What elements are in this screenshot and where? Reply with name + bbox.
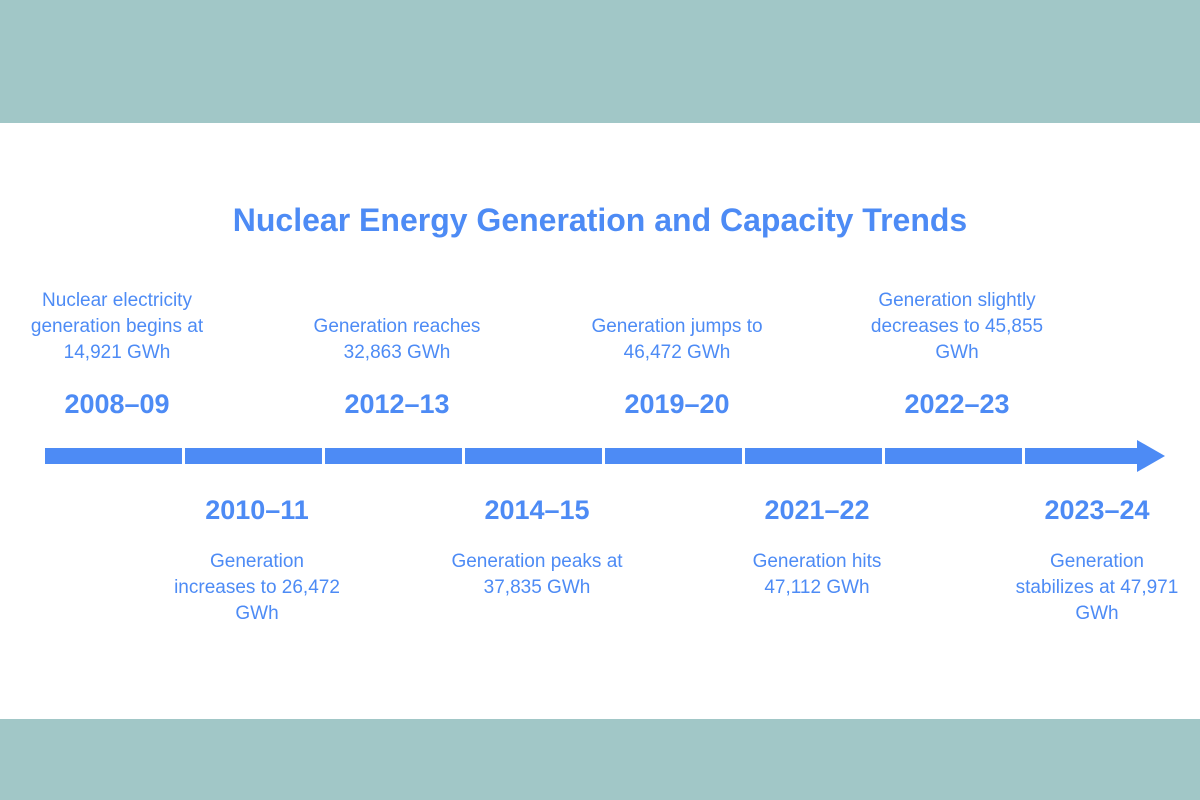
milestone-description: Generation peaks at 37,835 GWh	[451, 551, 623, 598]
milestone: Nuclear electricity generation begins at…	[0, 283, 242, 418]
timeline-segment	[745, 448, 882, 464]
top-band	[0, 0, 1200, 123]
milestone: Generation reaches 32,863 GWh 2012–13	[272, 283, 522, 418]
timeline-segment	[605, 448, 742, 464]
milestone-period: 2008–09	[64, 389, 170, 419]
milestone-description: Generation jumps to 46,472 GWh	[591, 316, 763, 363]
timeline-segment	[885, 448, 1022, 464]
arrow-right-icon	[1137, 440, 1165, 472]
milestone-description: Generation stabilizes at 47,971 GWh	[1015, 551, 1179, 624]
milestone: 2010–11 Generation increases to 26,472 G…	[132, 497, 382, 627]
milestone: 2021–22 Generation hits 47,112 GWh	[692, 497, 942, 601]
milestone-description: Generation increases to 26,472 GWh	[174, 551, 340, 624]
milestone-description: Generation slightly decreases to 45,855 …	[870, 290, 1044, 363]
milestone-period: 2012–13	[344, 389, 450, 419]
timeline-bar	[45, 448, 1140, 464]
milestone-period: 2014–15	[484, 495, 590, 525]
timeline-segment	[325, 448, 462, 464]
bottom-band	[0, 719, 1200, 800]
milestone-period: 2010–11	[205, 495, 309, 525]
timeline-segment	[1025, 448, 1140, 464]
milestone-period: 2022–23	[904, 389, 1010, 419]
milestone: Generation jumps to 46,472 GWh 2019–20	[552, 283, 802, 418]
milestone-description: Generation reaches 32,863 GWh	[313, 316, 481, 363]
milestone-description: Generation hits 47,112 GWh	[752, 551, 882, 598]
milestone-period: 2019–20	[624, 389, 730, 419]
timeline-segment	[185, 448, 322, 464]
timeline-segment	[45, 448, 182, 464]
milestone: Generation slightly decreases to 45,855 …	[832, 283, 1082, 418]
milestone: 2023–24 Generation stabilizes at 47,971 …	[972, 497, 1200, 627]
milestone-period: 2023–24	[1044, 495, 1150, 525]
milestone-period: 2021–22	[764, 495, 870, 525]
page-title: Nuclear Energy Generation and Capacity T…	[232, 202, 968, 238]
timeline-segment	[465, 448, 602, 464]
milestone: 2014–15 Generation peaks at 37,835 GWh	[412, 497, 662, 601]
milestone-description: Nuclear electricity generation begins at…	[30, 290, 204, 363]
